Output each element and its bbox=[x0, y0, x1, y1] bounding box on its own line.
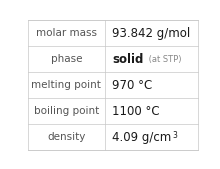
Text: density: density bbox=[47, 132, 86, 142]
Text: melting point: melting point bbox=[31, 80, 101, 90]
Text: phase: phase bbox=[51, 54, 82, 64]
Text: 93.842 g/mol: 93.842 g/mol bbox=[112, 27, 190, 40]
Text: (at STP): (at STP) bbox=[146, 55, 181, 64]
Text: 970 °C: 970 °C bbox=[112, 79, 152, 92]
Text: 1100 °C: 1100 °C bbox=[112, 105, 160, 118]
Text: boiling point: boiling point bbox=[34, 106, 99, 116]
Text: solid: solid bbox=[112, 53, 143, 66]
Text: 3: 3 bbox=[172, 131, 177, 140]
Text: molar mass: molar mass bbox=[36, 28, 97, 38]
Text: 4.09 g/cm: 4.09 g/cm bbox=[112, 131, 171, 144]
